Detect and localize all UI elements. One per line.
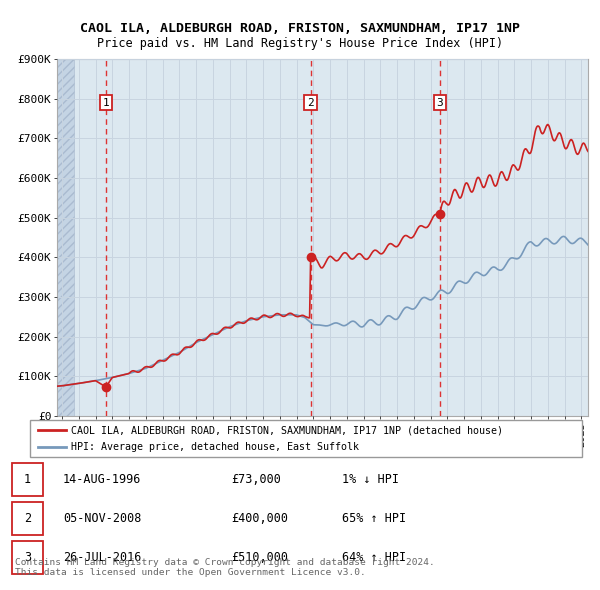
Text: 2: 2 (307, 97, 314, 107)
Text: 64% ↑ HPI: 64% ↑ HPI (342, 551, 406, 564)
Text: £400,000: £400,000 (231, 512, 288, 525)
Text: 2: 2 (24, 512, 31, 525)
Text: Contains HM Land Registry data © Crown copyright and database right 2024.
This d: Contains HM Land Registry data © Crown c… (15, 558, 435, 577)
Bar (57, 59, 74, 416)
Text: £510,000: £510,000 (231, 551, 288, 564)
Text: £73,000: £73,000 (231, 473, 281, 486)
Text: Price paid vs. HM Land Registry's House Price Index (HPI): Price paid vs. HM Land Registry's House … (97, 37, 503, 50)
Text: 65% ↑ HPI: 65% ↑ HPI (342, 512, 406, 525)
Text: 1: 1 (24, 473, 31, 486)
Text: CAOL ILA, ALDEBURGH ROAD, FRISTON, SAXMUNDHAM, IP17 1NP: CAOL ILA, ALDEBURGH ROAD, FRISTON, SAXMU… (80, 22, 520, 35)
Text: CAOL ILA, ALDEBURGH ROAD, FRISTON, SAXMUNDHAM, IP17 1NP (detached house): CAOL ILA, ALDEBURGH ROAD, FRISTON, SAXMU… (71, 425, 503, 435)
Text: 26-JUL-2016: 26-JUL-2016 (63, 551, 142, 564)
Bar (57, 59, 74, 416)
Text: 1: 1 (103, 97, 109, 107)
Text: 14-AUG-1996: 14-AUG-1996 (63, 473, 142, 486)
Text: 1% ↓ HPI: 1% ↓ HPI (342, 473, 399, 486)
Text: 3: 3 (437, 97, 443, 107)
Text: 05-NOV-2008: 05-NOV-2008 (63, 512, 142, 525)
Text: HPI: Average price, detached house, East Suffolk: HPI: Average price, detached house, East… (71, 442, 359, 452)
Text: 3: 3 (24, 551, 31, 564)
